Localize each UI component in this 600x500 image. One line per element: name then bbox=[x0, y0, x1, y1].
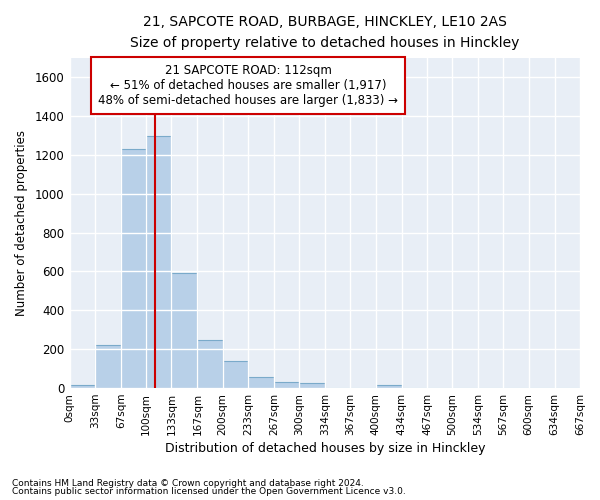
Text: Contains public sector information licensed under the Open Government Licence v3: Contains public sector information licen… bbox=[12, 487, 406, 496]
Text: 21 SAPCOTE ROAD: 112sqm
← 51% of detached houses are smaller (1,917)
48% of semi: 21 SAPCOTE ROAD: 112sqm ← 51% of detache… bbox=[98, 64, 398, 108]
Y-axis label: Number of detached properties: Number of detached properties bbox=[15, 130, 28, 316]
Text: Contains HM Land Registry data © Crown copyright and database right 2024.: Contains HM Land Registry data © Crown c… bbox=[12, 478, 364, 488]
Bar bbox=[299, 383, 325, 388]
Bar bbox=[121, 149, 146, 388]
Bar bbox=[248, 378, 274, 388]
Bar bbox=[274, 382, 299, 388]
Bar bbox=[70, 385, 95, 388]
Bar bbox=[95, 346, 121, 388]
Bar bbox=[376, 385, 401, 388]
Bar bbox=[146, 136, 172, 388]
Title: 21, SAPCOTE ROAD, BURBAGE, HINCKLEY, LE10 2AS
Size of property relative to detac: 21, SAPCOTE ROAD, BURBAGE, HINCKLEY, LE1… bbox=[130, 15, 520, 50]
Bar bbox=[172, 274, 197, 388]
Bar bbox=[223, 361, 248, 388]
X-axis label: Distribution of detached houses by size in Hinckley: Distribution of detached houses by size … bbox=[164, 442, 485, 455]
Bar bbox=[197, 340, 223, 388]
